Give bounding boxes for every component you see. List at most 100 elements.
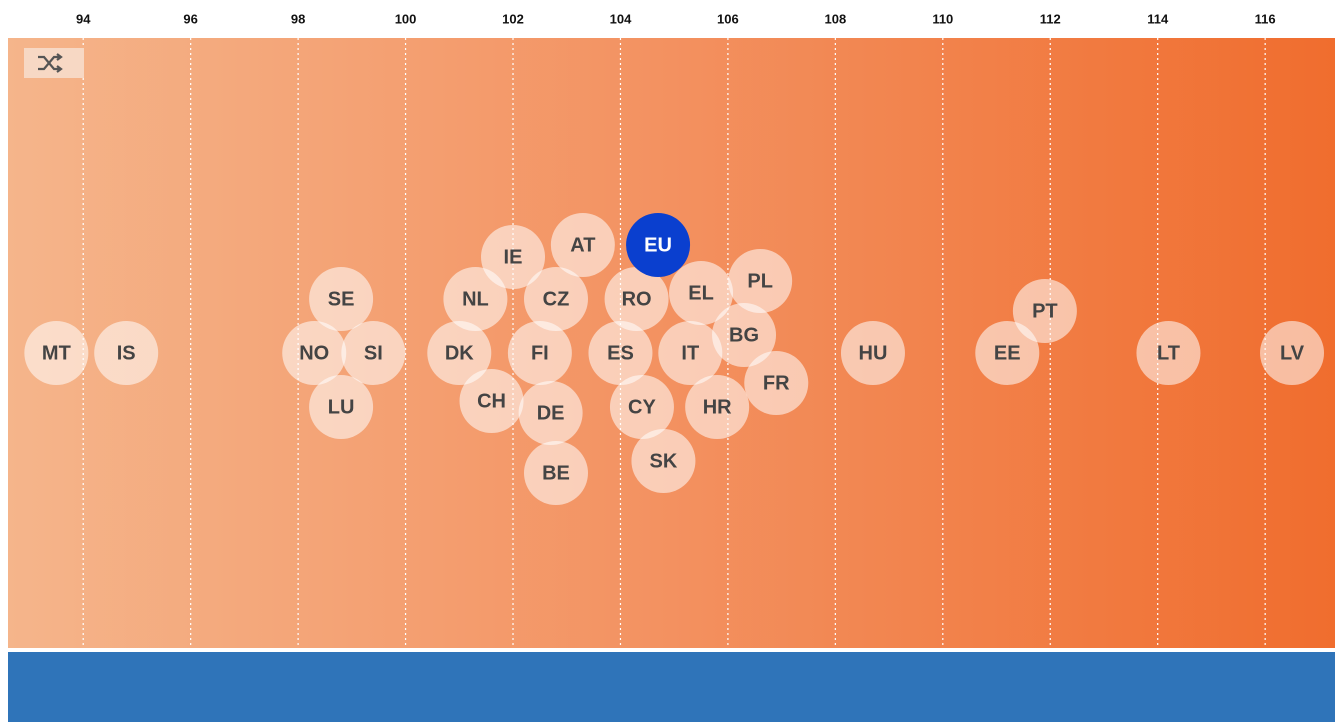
bubble-circle	[341, 321, 406, 385]
bubble-circle	[609, 375, 674, 439]
bubble-circle	[427, 321, 492, 385]
x-tick-label: 112	[1040, 11, 1061, 26]
bubble-label: FI	[531, 342, 549, 364]
bubble-circle	[550, 213, 615, 277]
x-tick-label: 100	[395, 11, 417, 26]
bubble-label: RO	[622, 288, 652, 310]
x-tick-label: 114	[1147, 11, 1169, 26]
bubble-label: NL	[462, 288, 489, 310]
bubble-label: EE	[994, 342, 1021, 364]
bubble-circle	[24, 321, 89, 385]
bubble: FI	[507, 321, 572, 385]
bubble-circle	[481, 225, 546, 289]
bubble-circle	[1136, 321, 1201, 385]
bubble-circle	[523, 441, 588, 505]
bubble-label: IT	[681, 342, 699, 364]
x-tick-label: 108	[825, 11, 847, 26]
x-tick-label: 110	[932, 11, 953, 26]
bubble-circle	[1260, 321, 1325, 385]
bubble: LU	[309, 375, 374, 439]
bubble: IE	[481, 225, 546, 289]
bubble-label: CH	[477, 390, 506, 412]
bubble: CH	[459, 369, 524, 433]
bubble-circle	[604, 267, 669, 331]
bubble: FR	[744, 351, 809, 415]
bubble: HU	[840, 321, 905, 385]
bubble-circle	[975, 321, 1040, 385]
bubble: SI	[341, 321, 406, 385]
bubble: CZ	[523, 267, 588, 331]
bubble-label: IE	[504, 246, 523, 268]
bubble-circle	[626, 213, 691, 277]
bubble-circle	[744, 351, 809, 415]
bubble: SK	[631, 429, 696, 493]
bubble-circle	[840, 321, 905, 385]
bubble-label: CZ	[543, 288, 570, 310]
shuffle-icon[interactable]	[38, 53, 63, 73]
bubble-circle	[658, 321, 723, 385]
bubble-circle	[94, 321, 159, 385]
bubble-circle	[669, 261, 734, 325]
bubble-label: EL	[688, 282, 714, 304]
bubble: RO	[604, 267, 669, 331]
bubble-label: IS	[117, 342, 136, 364]
bubble-label: PT	[1032, 300, 1058, 322]
bubble: MT	[24, 321, 89, 385]
bubble-label: LT	[1157, 342, 1180, 364]
bubble-circle	[1012, 279, 1077, 343]
bubble-label: HR	[703, 396, 732, 418]
bubble-label: EU	[644, 234, 672, 256]
bubble-label: LU	[328, 396, 355, 418]
bubble-circle	[309, 267, 374, 331]
bubble: PT	[1012, 279, 1077, 343]
bubble-label: ES	[607, 342, 634, 364]
bubble: BG	[712, 303, 777, 367]
bubble-label: CY	[628, 396, 656, 418]
bubble-label: DK	[445, 342, 474, 364]
x-tick-label: 98	[291, 11, 305, 26]
footer-bar	[8, 652, 1335, 722]
x-tick-label: 116	[1255, 11, 1276, 26]
bubble-label: BG	[729, 324, 759, 346]
bubble-circle	[459, 369, 524, 433]
bubble: DE	[518, 381, 583, 445]
bubble-label: AT	[570, 234, 595, 256]
bubble-circle	[685, 375, 750, 439]
bubble: IT	[658, 321, 723, 385]
bubble-label: MT	[42, 342, 71, 364]
bubble: CY	[609, 375, 674, 439]
bubble-label: FR	[763, 372, 790, 394]
bubble-label: BE	[542, 462, 570, 484]
bubble-label: SE	[328, 288, 355, 310]
bubble-circle	[523, 267, 588, 331]
x-tick-label: 94	[76, 11, 91, 26]
x-tick-label: 96	[183, 11, 197, 26]
bubble-circle	[443, 267, 508, 331]
bubble-label: HU	[859, 342, 888, 364]
x-tick-label: 102	[502, 11, 524, 26]
bubble-label: SI	[364, 342, 383, 364]
bubble-label: LV	[1280, 342, 1305, 364]
bubble: LT	[1136, 321, 1201, 385]
shuffle-button[interactable]	[24, 48, 84, 78]
bubble: LV	[1260, 321, 1325, 385]
x-tick-label: 104	[610, 11, 632, 26]
bubble: HR	[685, 375, 750, 439]
bubble-circle	[631, 429, 696, 493]
bubble-circle	[282, 321, 347, 385]
bubble-circle	[728, 249, 793, 313]
bubble: PL	[728, 249, 793, 313]
bubble: NO	[282, 321, 347, 385]
bubble: BE	[523, 441, 588, 505]
bubble-label: NO	[299, 342, 329, 364]
shuffle-bg[interactable]	[24, 48, 84, 78]
bubble: EU	[626, 213, 691, 277]
bubble-circle	[309, 375, 374, 439]
bubble-circle	[518, 381, 583, 445]
bubble: EL	[669, 261, 734, 325]
bubble: EE	[975, 321, 1040, 385]
bubble-circle	[588, 321, 653, 385]
bubble: ES	[588, 321, 653, 385]
bubble: IS	[94, 321, 159, 385]
